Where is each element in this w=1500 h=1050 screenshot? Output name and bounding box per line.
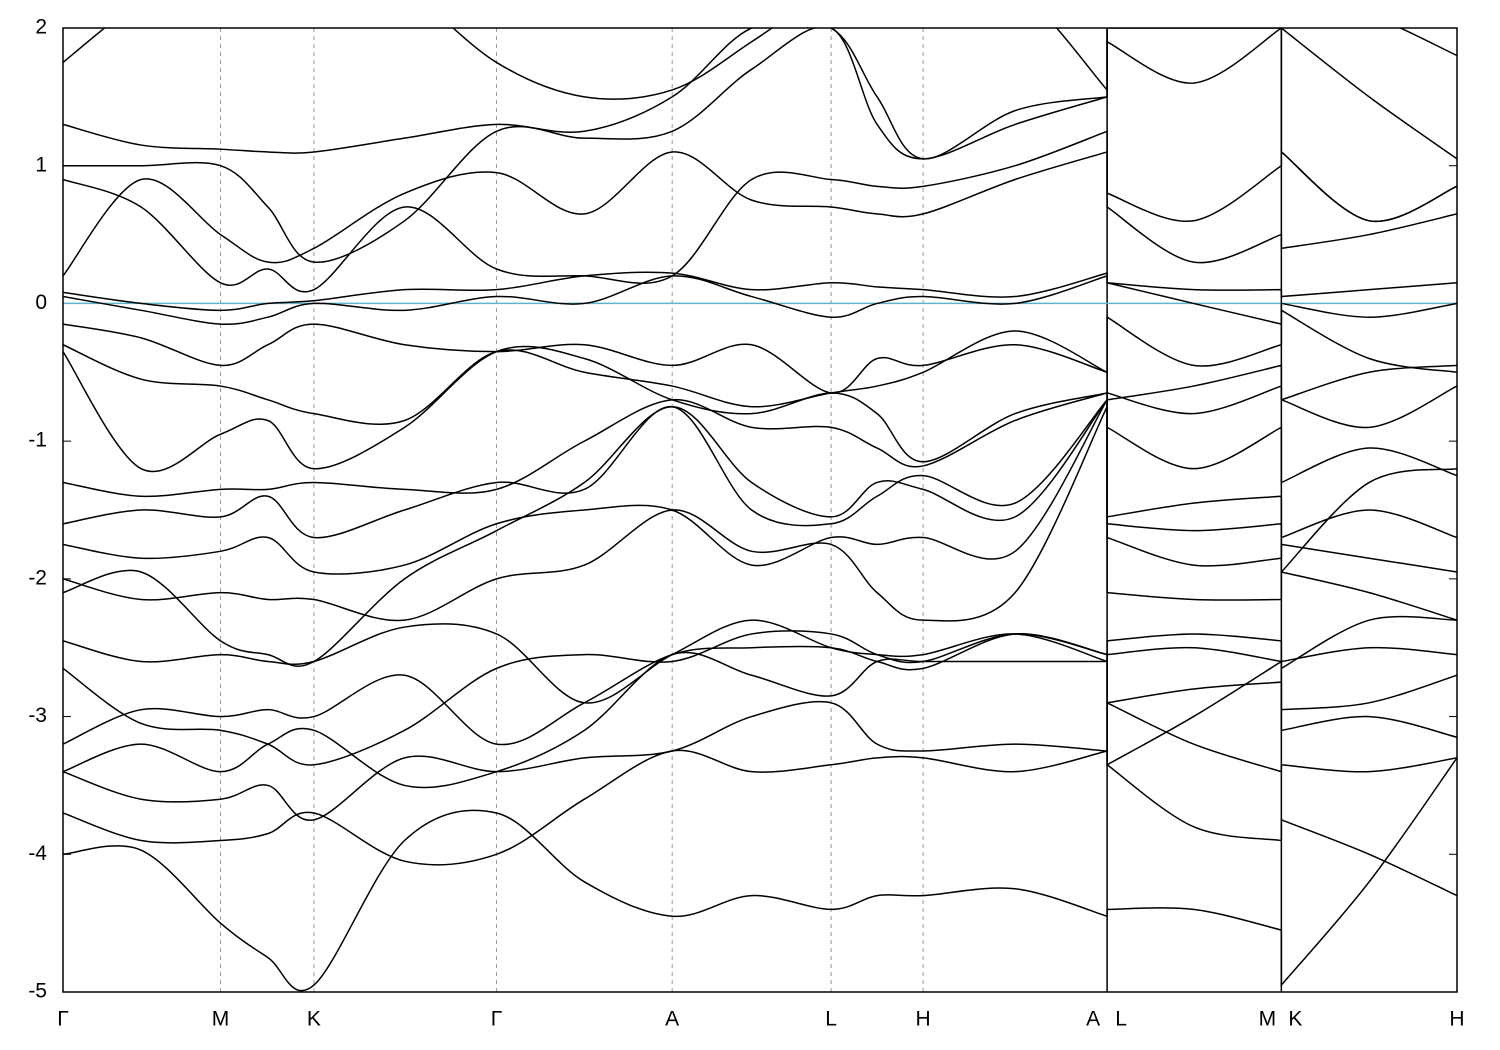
y-tick-label: -1 [28,429,47,452]
y-tick-label: -2 [28,566,47,589]
x-tick-label: K [307,1008,321,1031]
plot-frame [62,27,1458,993]
plot-area [63,28,1457,992]
band [63,271,1457,312]
x-tick-label: A [665,1008,679,1031]
y-tick-label: 0 [35,291,47,314]
band [63,150,1457,277]
band [63,345,1457,473]
band [63,651,1457,789]
band [63,757,1457,992]
x-tick-label: M [212,1008,230,1031]
band [63,28,1457,100]
band [63,28,1457,160]
band [63,309,1457,394]
y-tick-label: 2 [35,16,47,39]
band [63,330,1457,425]
band [63,397,1457,575]
x-tick-label: Γ [57,1008,69,1031]
band [63,391,1457,498]
x-tick-label: H [916,1008,931,1031]
band [63,406,1457,622]
band [63,274,1457,326]
band [63,397,1457,667]
band [63,630,1457,766]
x-tick-label: A [1086,1008,1100,1031]
y-tick-label: 1 [35,153,47,176]
band [63,28,1457,263]
band [63,633,1457,746]
band [63,130,1457,293]
band [63,700,1457,821]
band [63,397,1457,574]
x-tick-label: H [1449,1008,1464,1031]
y-tick-label: -4 [28,842,47,865]
x-tick-label: Γ [491,1008,503,1031]
x-tick-label: L [1115,1008,1127,1031]
band [63,749,1457,897]
y-tick-label: -5 [28,980,47,1003]
x-tick-label: K [1288,1008,1302,1031]
y-tick-label: -3 [28,704,47,727]
x-tick-label: L [825,1008,837,1031]
x-tick-label: M [1259,1008,1277,1031]
band [63,615,1457,704]
